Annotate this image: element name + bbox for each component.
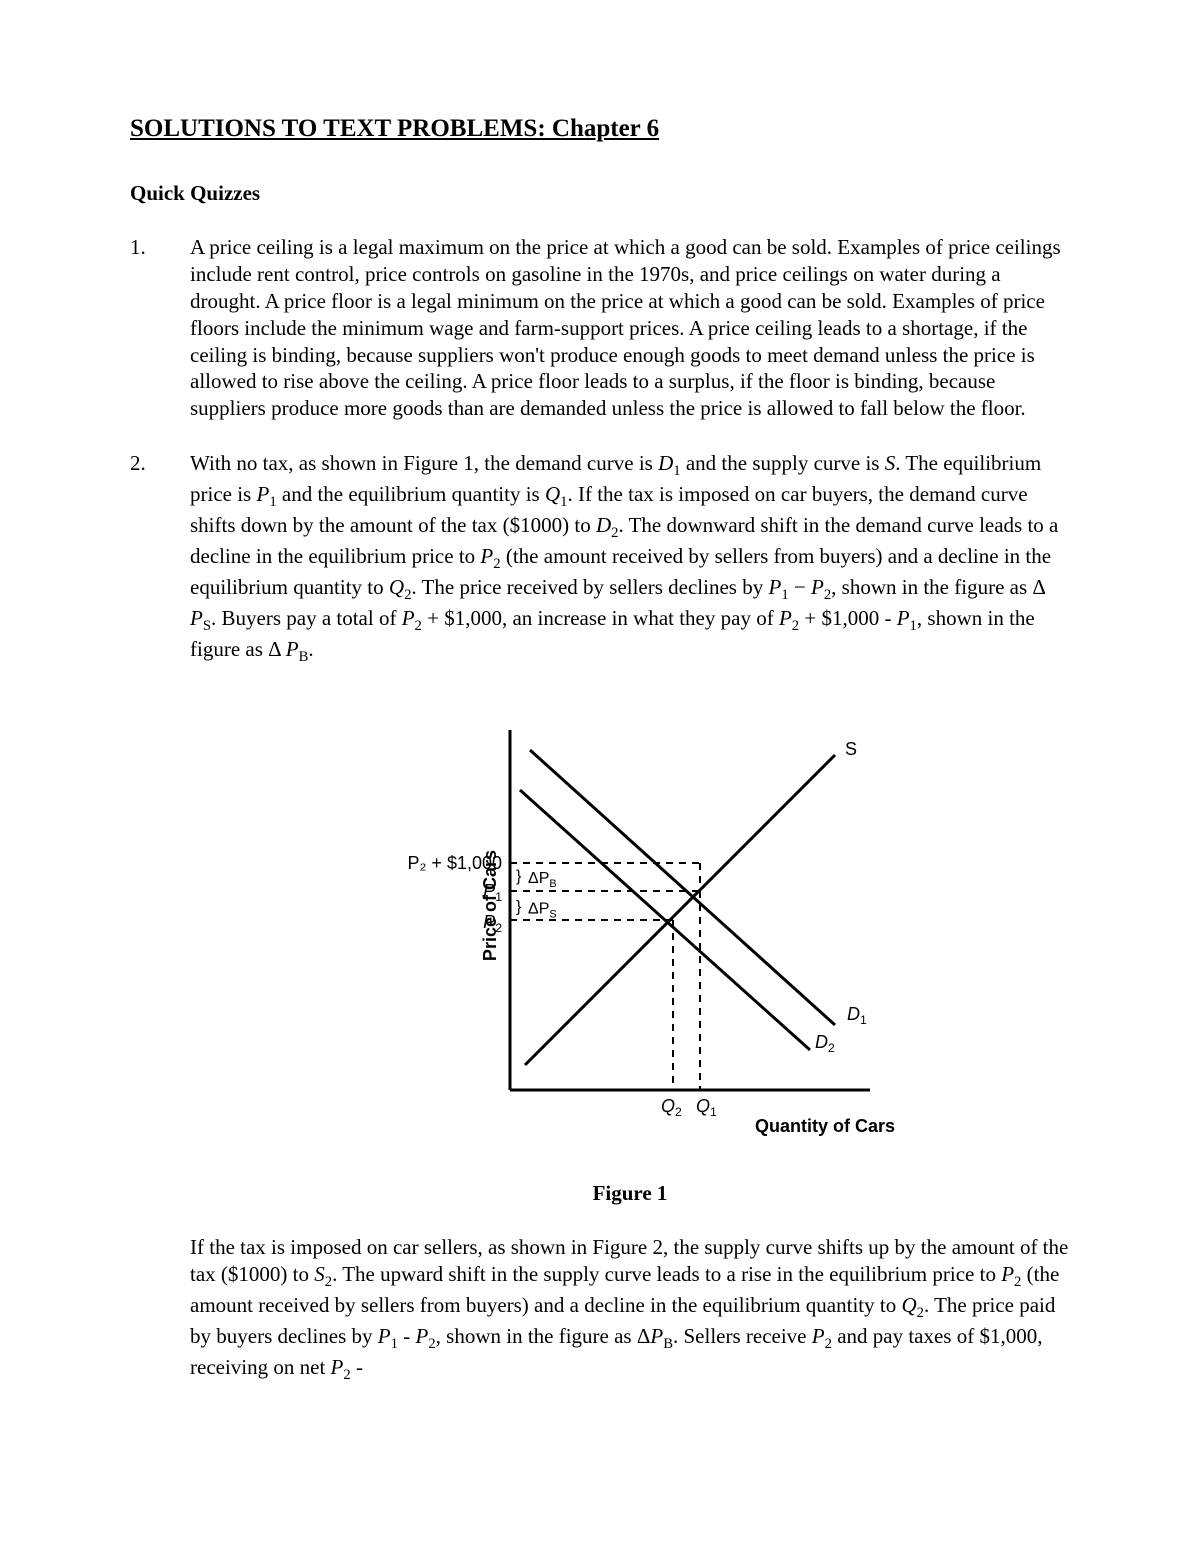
svg-text:D1: D1 [847,1004,867,1027]
item-number: 1. [130,234,190,422]
svg-text:}: } [516,868,522,885]
svg-text:ΔPS: ΔPS [528,901,557,921]
svg-text:Q1: Q1 [696,1096,717,1119]
item-body: With no tax, as shown in Figure 1, the d… [190,450,1070,667]
supply-demand-chart: SD1D2P₂ + $1,000P1P2}ΔPB}ΔPSQ2Q1Price of… [350,695,910,1165]
svg-text:S: S [845,739,857,759]
section-heading: Quick Quizzes [130,181,1070,206]
page-title: SOLUTIONS TO TEXT PROBLEMS: Chapter 6 [130,115,1070,143]
quiz-item-2: 2. With no tax, as shown in Figure 1, th… [130,450,1070,667]
svg-text:ΔPB: ΔPB [528,870,557,890]
paragraph-after-figure: If the tax is imposed on car sellers, as… [190,1234,1070,1385]
svg-text:Quantity of Cars: Quantity of Cars [755,1116,895,1136]
svg-text:Q2: Q2 [661,1096,682,1119]
item-body: A price ceiling is a legal maximum on th… [190,234,1070,422]
svg-text:Price of Cars: Price of Cars [480,850,500,961]
svg-text:}: } [516,899,522,916]
item-number: 2. [130,450,190,667]
figure-1: SD1D2P₂ + $1,000P1P2}ΔPB}ΔPSQ2Q1Price of… [190,695,1070,1206]
svg-text:D2: D2 [815,1032,835,1055]
figure-caption: Figure 1 [190,1181,1070,1206]
page: SOLUTIONS TO TEXT PROBLEMS: Chapter 6 Qu… [0,0,1200,1553]
quiz-item-1: 1. A price ceiling is a legal maximum on… [130,234,1070,422]
